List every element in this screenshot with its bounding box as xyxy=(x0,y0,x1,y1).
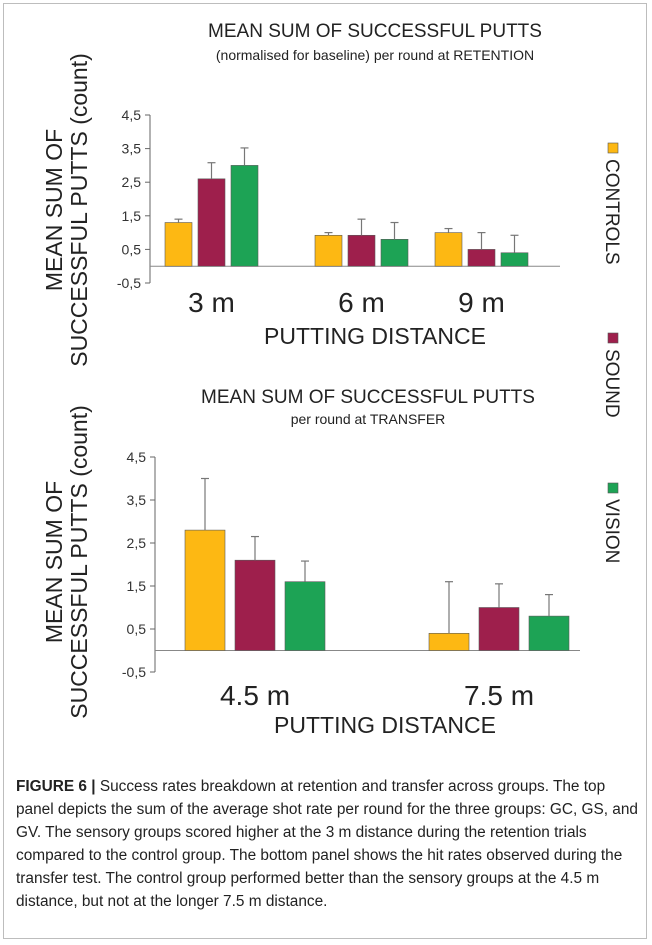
chart2-ylabel-line1: MEAN SUM OF xyxy=(41,481,67,643)
chart1-tick-label: 3,5 xyxy=(122,141,142,157)
legend-swatch-sound xyxy=(607,332,619,344)
legend-label-sound: SOUND xyxy=(601,349,622,418)
figure-caption: FIGURE 6 | Success rates breakdown at re… xyxy=(16,775,638,913)
figure-panel xyxy=(3,3,647,939)
chart1-ylabel-line1: MEAN SUM OF xyxy=(41,129,67,291)
chart1-xlabel: PUTTING DISTANCE xyxy=(264,323,486,349)
chart2-bar-sound-0 xyxy=(234,559,276,651)
chart1-bar-controls-1 xyxy=(314,234,343,267)
chart1-subtitle: (normalised for baseline) per round at R… xyxy=(216,47,534,63)
chart2-tick-label: 2,5 xyxy=(127,535,147,551)
chart1-bar-sound-0 xyxy=(197,178,226,267)
chart1-title: MEAN SUM OF SUCCESSFUL PUTTS xyxy=(208,21,542,42)
chart2-title: MEAN SUM OF SUCCESSFUL PUTTS xyxy=(201,387,535,408)
chart2-bar-controls-0 xyxy=(184,529,226,651)
chart2-ylabel-line2: SUCCESSFUL PUTTS (count) xyxy=(66,405,92,719)
chart2-tick-label: 1,5 xyxy=(127,578,147,594)
chart2-xlabel: PUTTING DISTANCE xyxy=(274,712,496,738)
chart1-bar-sound-2 xyxy=(467,249,496,267)
chart1-bar-vision-1 xyxy=(380,239,409,267)
chart1-plot: -0,5 0,5 1,5 2,5 3,5 4,5 3 m 6 m 9 m xyxy=(117,107,560,318)
caption-lead: FIGURE 6 | xyxy=(16,778,96,795)
chart1-tick-label: 1,5 xyxy=(122,208,142,224)
chart2-subtitle: per round at TRANSFER xyxy=(291,411,446,427)
legend-label-controls: CONTROLS xyxy=(601,159,622,265)
chart2-category-label: 4.5 m xyxy=(220,680,290,711)
chart1-bar-controls-0 xyxy=(164,222,193,267)
chart2-tick-label: 3,5 xyxy=(127,492,147,508)
chart1-bar-sound-1 xyxy=(347,234,376,267)
chart2-tick-label: -0,5 xyxy=(122,664,146,680)
chart2-bar-sound-1 xyxy=(478,607,520,651)
legend: CONTROLS SOUND VISION xyxy=(601,142,622,563)
chart1-bar-vision-2 xyxy=(500,252,529,267)
chart2-category-label: 7.5 m xyxy=(464,680,534,711)
chart2-bar-vision-0 xyxy=(284,581,326,651)
figure-charts: MEAN SUM OF SUCCESSFUL PUTTS (normalised… xyxy=(41,21,622,738)
chart1-bar-vision-0 xyxy=(230,165,259,267)
chart1-category-label: 6 m xyxy=(338,287,385,318)
chart2-tick-label: 4,5 xyxy=(127,449,147,465)
legend-swatch-controls xyxy=(607,142,619,154)
chart1-category-label: 9 m xyxy=(458,287,505,318)
caption-text: Success rates breakdown at retention and… xyxy=(16,778,638,910)
chart1-category-label: 3 m xyxy=(188,287,235,318)
chart1-tick-label: 4,5 xyxy=(122,107,142,123)
chart1-tick-label: 0,5 xyxy=(122,241,142,257)
chart1-bar-controls-2 xyxy=(434,232,463,267)
chart2-bar-controls-1 xyxy=(428,632,470,651)
chart1-tick-label: -0,5 xyxy=(117,275,141,291)
chart2-tick-label: 0,5 xyxy=(127,621,147,637)
legend-label-vision: VISION xyxy=(601,499,622,563)
chart1-ylabel-line2: SUCCESSFUL PUTTS (count) xyxy=(66,53,92,367)
chart2-bar-vision-1 xyxy=(528,615,570,651)
chart1-tick-label: 2,5 xyxy=(122,174,142,190)
chart2-plot: -0,5 0,5 1,5 2,5 3,5 4,5 4.5 m 7.5 m xyxy=(122,449,580,711)
legend-swatch-vision xyxy=(607,482,619,494)
